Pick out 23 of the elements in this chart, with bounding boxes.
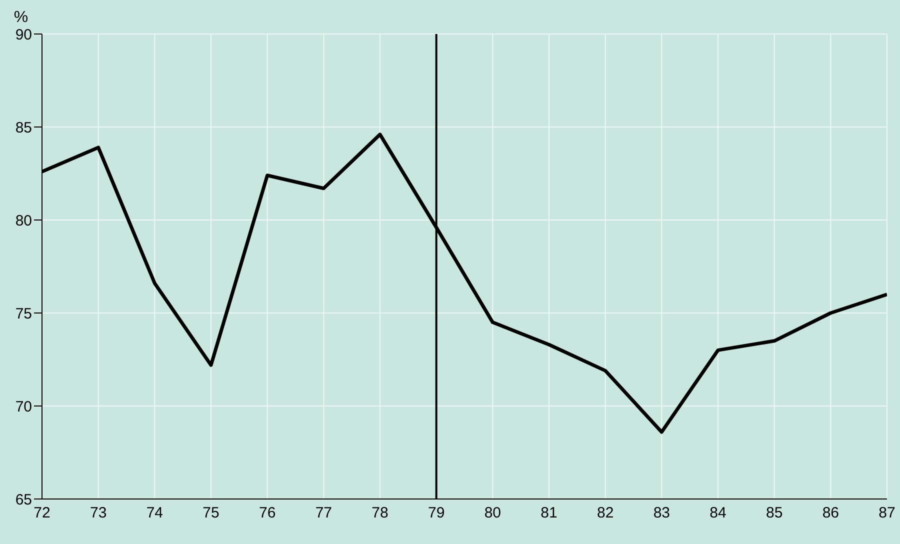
x-tick-label: 84: [710, 504, 726, 522]
x-tick-label: 78: [372, 504, 388, 522]
y-tick-label: 80: [15, 212, 32, 230]
y-tick-label: 65: [15, 491, 32, 508]
x-tick-label: 75: [202, 504, 220, 522]
x-tick-label: 77: [315, 504, 332, 522]
y-tick-label: 90: [15, 26, 32, 44]
x-tick-label: 79: [428, 504, 445, 522]
x-tick-label: 82: [596, 504, 614, 522]
x-tick-label: 76: [258, 504, 276, 522]
y-tick-label: 70: [15, 398, 32, 416]
x-tick-label: 74: [146, 504, 164, 522]
x-tick-label: 81: [540, 504, 558, 522]
x-tick-label: 87: [878, 504, 896, 522]
x-tick-label: 83: [653, 504, 670, 522]
y-tick-label: 75: [15, 305, 32, 322]
y-tick-label: 85: [15, 119, 32, 136]
x-tick-label: 72: [34, 504, 50, 522]
x-tick-label: 86: [822, 504, 840, 522]
x-tick-label: 85: [766, 504, 783, 522]
x-tick-label: 80: [484, 504, 502, 522]
y-axis-title: %: [14, 9, 28, 26]
x-tick-label: 73: [90, 504, 107, 522]
